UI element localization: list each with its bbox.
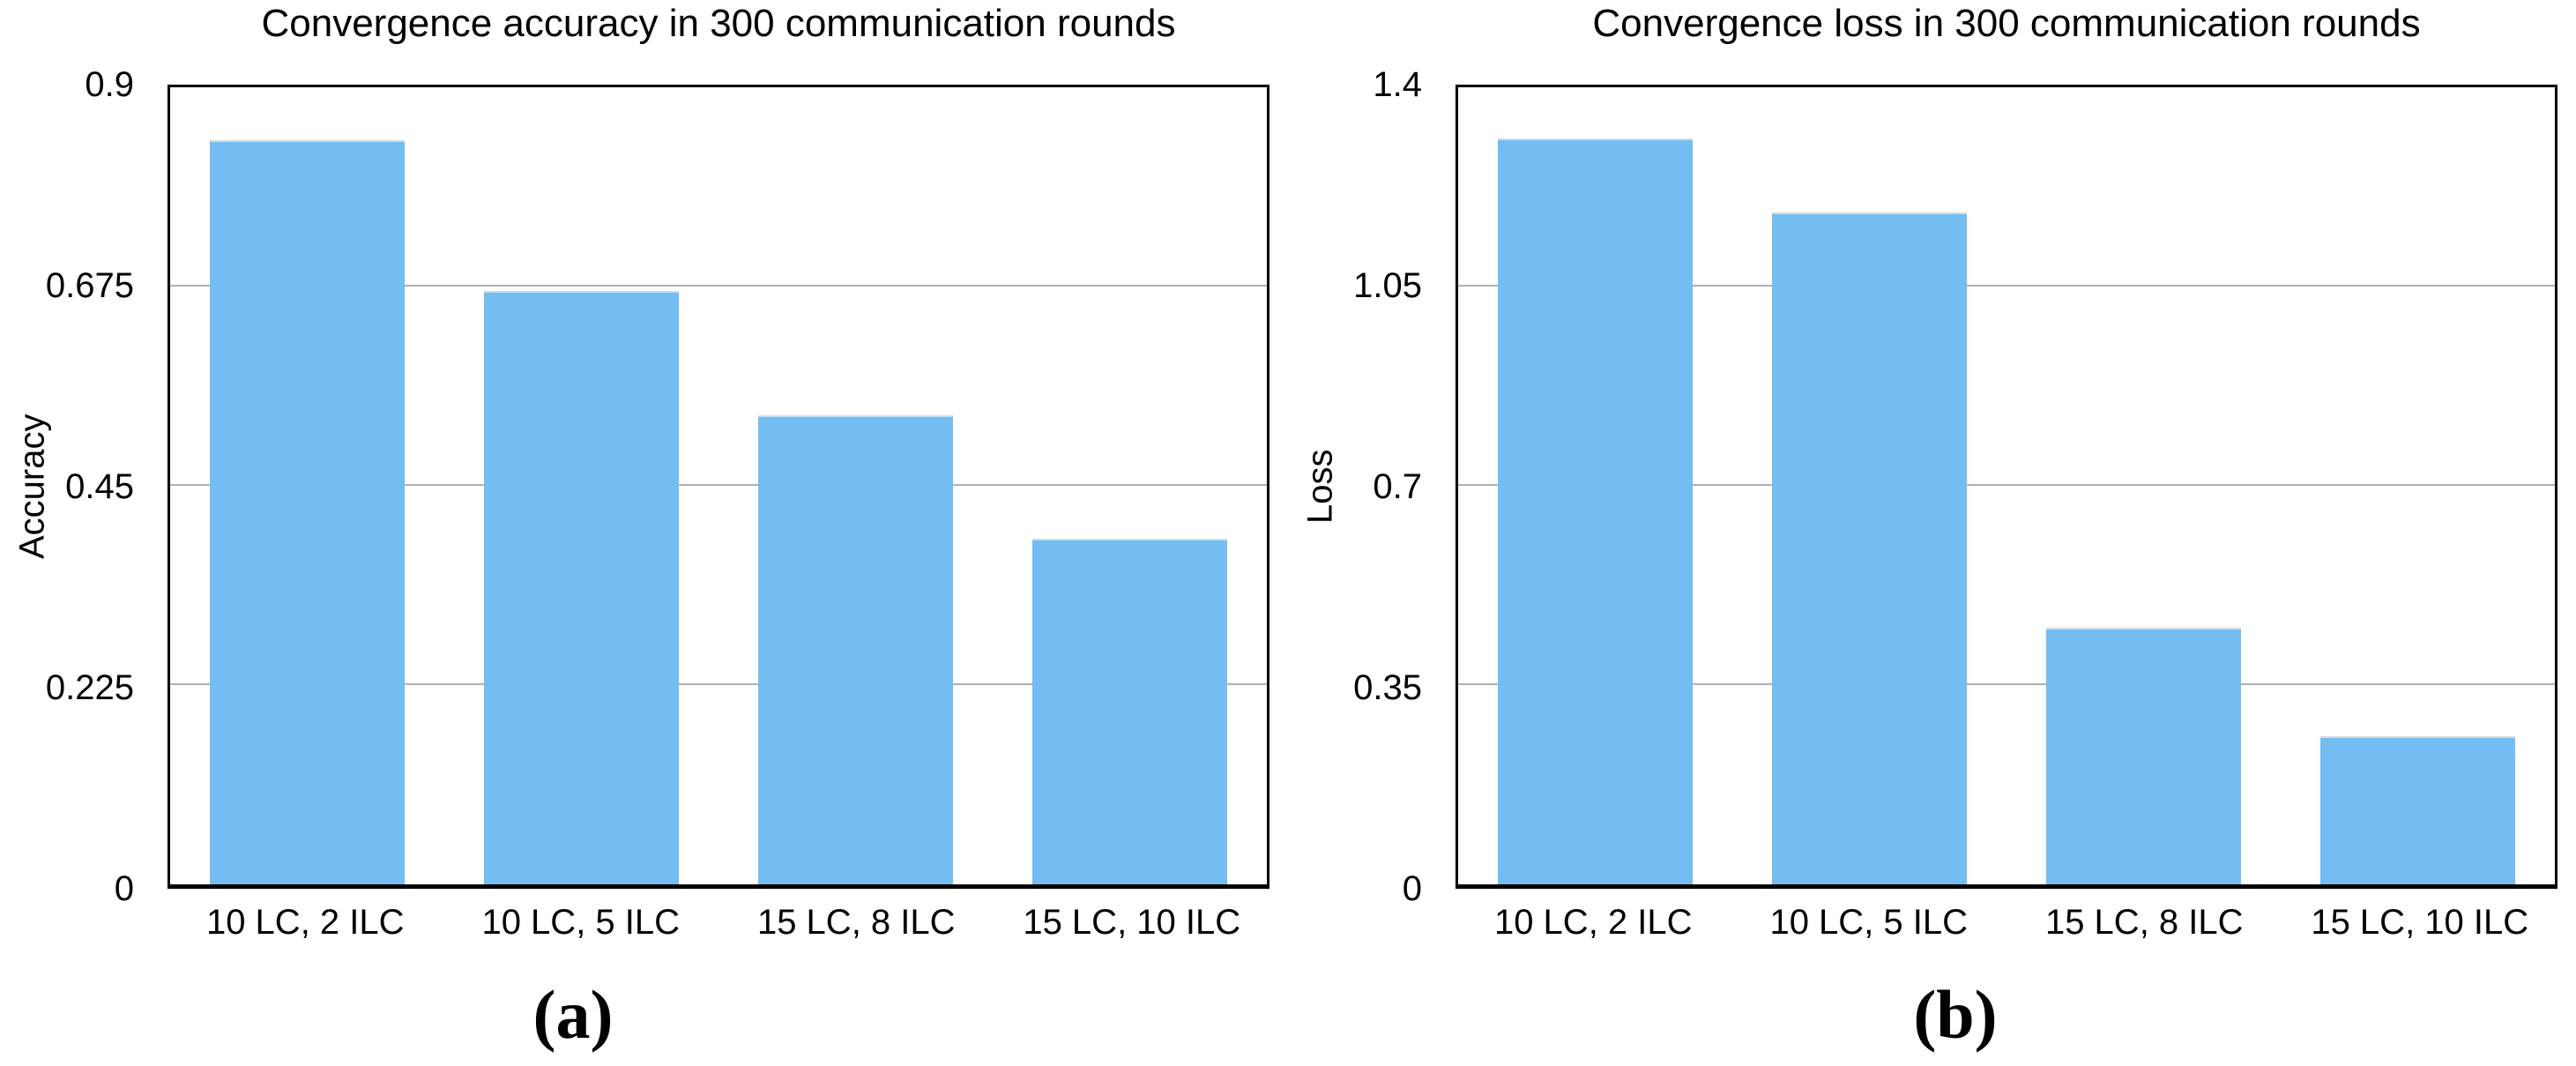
gridline xyxy=(1458,683,2555,685)
bar xyxy=(1772,212,1967,884)
bar xyxy=(1498,138,1693,884)
bar-slot xyxy=(1458,87,1732,884)
gridlines xyxy=(1458,87,2555,884)
x-category-label: 10 LC, 2 ILC xyxy=(205,903,405,942)
y-tick-label: 0.35 xyxy=(1353,668,1422,707)
x-category-label: 10 LC, 5 ILC xyxy=(481,903,681,942)
y-tick-label: 0.675 xyxy=(45,266,134,305)
x-category-label: 15 LC, 8 ILC xyxy=(756,903,956,942)
y-tick-label: 1.4 xyxy=(1373,65,1422,104)
bar xyxy=(1032,539,1227,884)
y-tick-label: 0.45 xyxy=(65,467,134,506)
plot-area xyxy=(1456,85,2557,889)
bar xyxy=(2320,736,2515,884)
bar-slot xyxy=(718,87,993,884)
bar xyxy=(758,414,953,884)
y-tick-label: 0.7 xyxy=(1373,467,1422,506)
y-tick-label: 0.225 xyxy=(45,668,134,707)
subfigure-caption: (b) xyxy=(1913,976,1998,1053)
gridline xyxy=(170,285,1267,287)
bar-slot xyxy=(444,87,718,884)
bar-series xyxy=(1458,87,2555,884)
chart-title: Convergence accuracy in 300 communicatio… xyxy=(261,2,1176,45)
x-category-label: 15 LC, 10 ILC xyxy=(2311,903,2529,942)
bar-series xyxy=(170,87,1267,884)
y-tick-label: 0 xyxy=(114,869,134,908)
bar-slot xyxy=(993,87,1267,884)
gridline xyxy=(170,484,1267,486)
gridlines xyxy=(170,87,1267,884)
bar-slot xyxy=(1732,87,2006,884)
x-category-label: 15 LC, 8 ILC xyxy=(2044,903,2244,942)
y-tick-label: 1.05 xyxy=(1353,266,1422,305)
bar-slot xyxy=(2281,87,2555,884)
gridline xyxy=(170,683,1267,685)
x-category-label: 10 LC, 5 ILC xyxy=(1769,903,1969,942)
bar xyxy=(2046,628,2241,884)
bar-slot xyxy=(2006,87,2281,884)
chart-title: Convergence loss in 300 communication ro… xyxy=(1592,2,2421,45)
y-tick-label: 0.9 xyxy=(85,65,134,104)
loss-chart-panel: Convergence loss in 300 communication ro… xyxy=(1288,0,2576,1066)
x-category-label: 10 LC, 2 ILC xyxy=(1493,903,1693,942)
bar-slot xyxy=(170,87,444,884)
accuracy-chart-panel: Convergence accuracy in 300 communicatio… xyxy=(13,2,1269,1053)
gridline xyxy=(1458,484,2555,486)
bar xyxy=(210,140,405,884)
gridline xyxy=(1458,285,2555,287)
bar xyxy=(484,291,679,884)
plot-area xyxy=(168,85,1269,889)
x-category-label: 15 LC, 10 ILC xyxy=(1023,903,1241,942)
subfigure-caption: (a) xyxy=(532,976,614,1053)
y-tick-label: 0 xyxy=(1402,869,1422,908)
